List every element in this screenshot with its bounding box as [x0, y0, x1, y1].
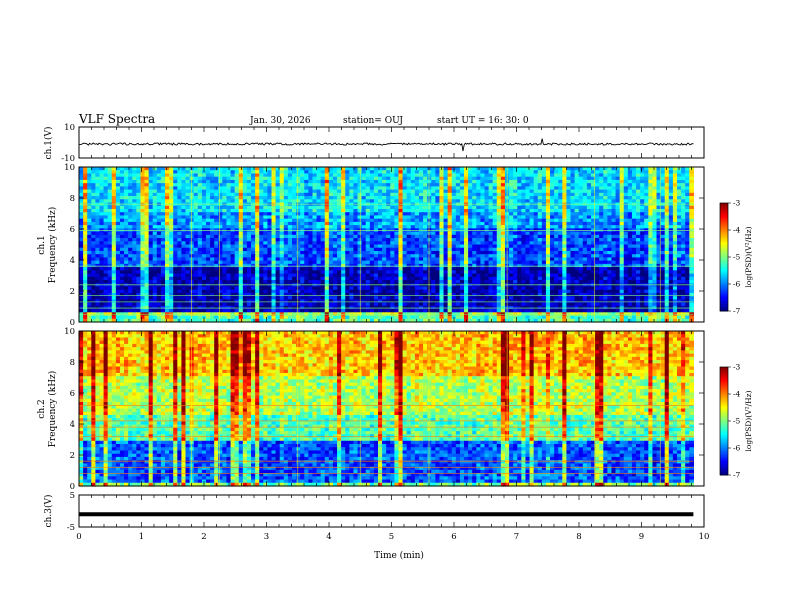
ch1-frequency-axis-label: Frequency (kHz) — [47, 207, 58, 284]
x-tick-label: 0 — [76, 532, 81, 542]
x-tick-label: 3 — [264, 532, 269, 542]
waveform-layer — [78, 138, 694, 517]
panel-2-y-tick-label: 10 — [64, 163, 75, 173]
panel-3-y-tick-label: 4 — [70, 420, 75, 430]
header-station: station= OUJ — [343, 116, 403, 126]
panel-2-y-tick-label: 0 — [70, 318, 75, 328]
colorbar-2-tick-label: -6 — [733, 444, 741, 453]
colorbar-1-tick-label: -4 — [733, 226, 741, 235]
panel-3-y-tick-label: 2 — [70, 451, 75, 461]
panel-3-y-tick-label: 10 — [64, 327, 75, 337]
panel-2-y-tick-label: 2 — [70, 287, 75, 297]
spectrogram-layer — [79, 167, 694, 487]
colorbar-1-tick-label: -7 — [733, 307, 741, 316]
ch2-frequency-axis-label: Frequency (kHz) — [47, 371, 58, 448]
x-tick-label: 7 — [514, 532, 519, 542]
colorbar-2-label: log(PSD)(V²/Hz) — [744, 390, 753, 451]
ch1-waveform-trace — [78, 138, 694, 152]
ch3-voltage-axis-label: ch.3(V) — [43, 495, 54, 528]
colorbar-2-tick-label: -4 — [733, 390, 741, 399]
ch1-voltage-axis-label: ch.1(V) — [43, 127, 54, 160]
x-tick-label: 2 — [201, 532, 206, 542]
panel-4-y-tick-label: 5 — [70, 491, 75, 501]
colorbar-2-tick-label: -5 — [733, 417, 741, 426]
ch1-spectrogram-channel-label: ch.1 — [37, 235, 47, 254]
panel-3-y-tick-label: 6 — [70, 389, 75, 399]
x-tick-label: 4 — [326, 532, 331, 542]
x-tick-label: 9 — [639, 532, 644, 542]
ch2-spectrogram — [79, 331, 694, 487]
colorbar-2: -3 -4 -5 -6 -7 — [719, 363, 741, 480]
ch2-spectrogram-channel-label: ch.2 — [37, 399, 47, 418]
panel-3-y-tick-label: 0 — [70, 482, 75, 492]
time-axis-label: Time (min) — [374, 550, 424, 561]
colorbar-1-tick-label: -6 — [733, 280, 741, 289]
panel-3-y-tick-label: 8 — [70, 358, 75, 368]
x-tick-label: 6 — [451, 532, 456, 542]
panel-4-y-tick-label: -5 — [67, 523, 75, 533]
header-start-time: start UT = 16: 30: 0 — [437, 116, 529, 126]
colorbar-1-tick-label: -3 — [733, 199, 741, 208]
panel-1-y-tick-label: -10 — [61, 154, 75, 164]
panel-1-y-tick-label: 10 — [64, 123, 75, 133]
x-tick-label: 1 — [139, 532, 144, 542]
header-date: Jan. 30, 2026 — [249, 116, 311, 126]
panel-2-y-tick-label: 4 — [70, 256, 75, 266]
colorbar-layer: -3 -4 -5 -6 -7 -3 -4 -5 -6 -7 — [719, 199, 741, 480]
x-tick-label: 8 — [576, 532, 581, 542]
colorbar-1: -3 -4 -5 -6 -7 — [719, 199, 741, 316]
panel-2-y-tick-label: 6 — [70, 225, 75, 235]
ch1-spectrogram — [79, 167, 694, 323]
colorbar-2-tick-label: -3 — [733, 363, 741, 372]
panel-2-y-tick-label: 8 — [70, 194, 75, 204]
x-tick-label: 10 — [699, 532, 710, 542]
colorbar-2-tick-label: -7 — [733, 471, 741, 480]
x-tick-label: 5 — [389, 532, 394, 542]
colorbar-1-label: log(PSD)(V²/Hz) — [744, 226, 753, 287]
colorbar-1-tick-label: -5 — [733, 253, 741, 262]
figure-title: VLF Spectra — [78, 112, 155, 126]
